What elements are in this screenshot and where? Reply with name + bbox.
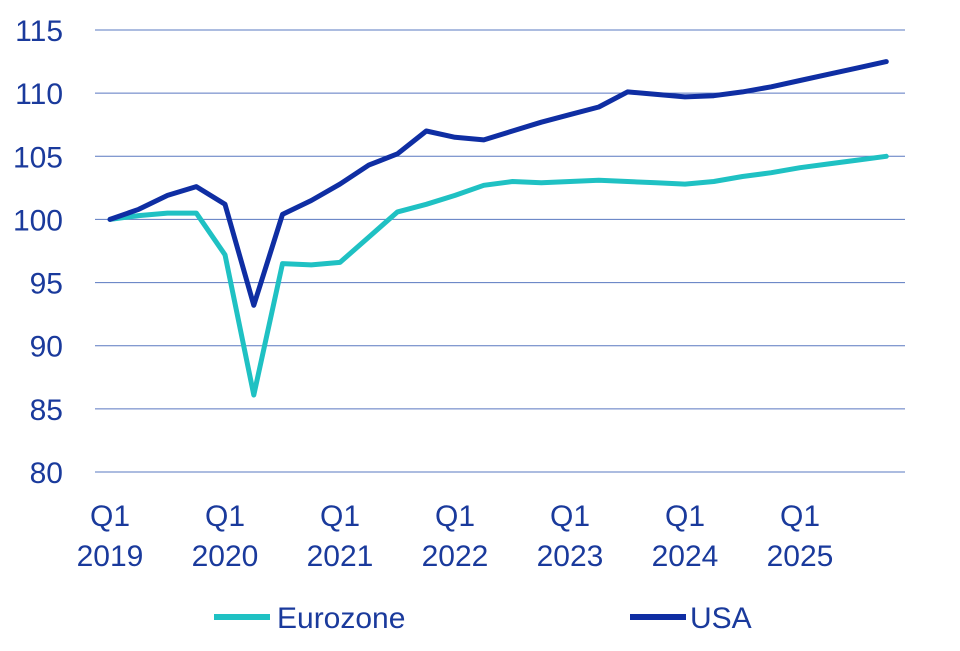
series-line-eurozone (107, 153, 889, 398)
x-tick-label-quarter-2021: Q1 (320, 500, 360, 533)
series-line-usa (107, 59, 889, 308)
y-tick-label-80: 80 (30, 457, 63, 490)
x-tick-label-quarter-2025: Q1 (780, 500, 820, 533)
y-tick-label-85: 85 (30, 394, 63, 427)
x-tick-label-quarter-2019: Q1 (90, 500, 130, 533)
x-tick-label-year-2021: 2021 (307, 540, 374, 573)
y-axis-tick-labels: 80 85 90 95 100 105 110 115 (13, 15, 63, 490)
x-tick-label-quarter-2022: Q1 (435, 500, 475, 533)
x-tick-label-quarter-2023: Q1 (550, 500, 590, 533)
y-tick-label-105: 105 (13, 141, 63, 174)
x-tick-label-year-2023: 2023 (537, 540, 604, 573)
x-tick-label-quarter-2020: Q1 (205, 500, 245, 533)
legend: Eurozone USA (214, 602, 752, 635)
y-tick-label-90: 90 (30, 331, 63, 364)
x-tick-label-year-2019: 2019 (77, 540, 144, 573)
x-tick-label-year-2025: 2025 (767, 540, 834, 573)
gridlines (95, 29, 905, 473)
y-tick-label-95: 95 (30, 268, 63, 301)
legend-label-eurozone: Eurozone (277, 602, 405, 635)
x-tick-label-year-2024: 2024 (652, 540, 719, 573)
series-lines (107, 59, 889, 398)
y-tick-label-115: 115 (15, 15, 63, 48)
y-tick-label-110: 110 (15, 78, 63, 111)
x-tick-label-year-2022: 2022 (422, 540, 489, 573)
x-axis-tick-labels: Q1 2019 Q1 2020 Q1 2021 Q1 2022 Q1 2023 Q1 2024 Q1 20… (77, 500, 834, 573)
y-tick-label-100: 100 (13, 204, 63, 237)
legend-label-usa: USA (690, 602, 752, 635)
x-tick-label-quarter-2024: Q1 (665, 500, 705, 533)
x-tick-label-year-2020: 2020 (192, 540, 259, 573)
